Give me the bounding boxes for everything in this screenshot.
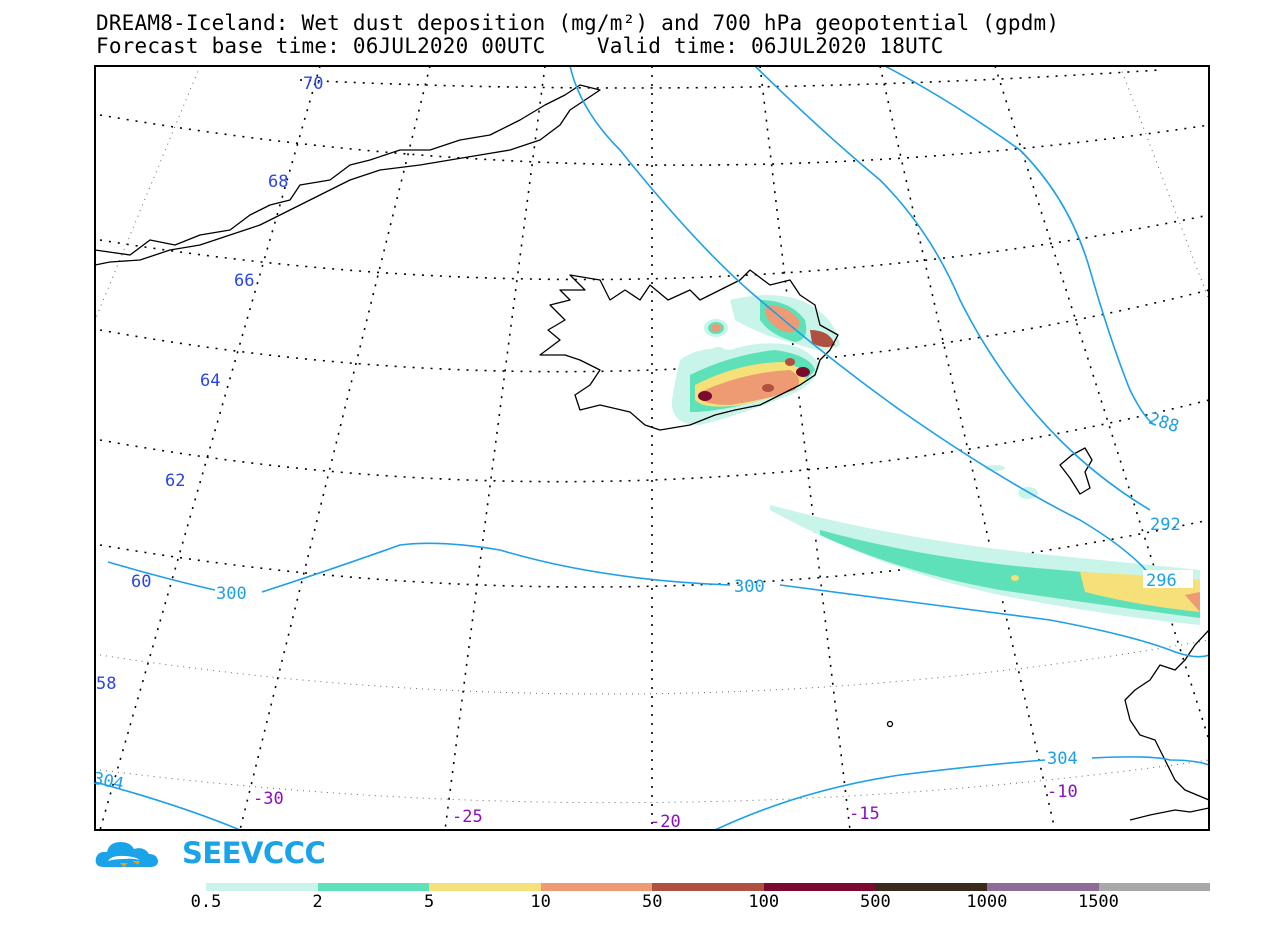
map-frame — [94, 65, 1210, 831]
seevccc-logo — [95, 842, 158, 867]
latitude-lines — [99, 69, 1209, 804]
legend-label: 1500 — [1077, 892, 1119, 912]
legend-swatch — [875, 883, 987, 891]
lat-label: 60 — [131, 572, 151, 592]
contour-label: 292 — [1150, 515, 1181, 535]
lon-label: -15 — [849, 804, 880, 824]
legend-label: 50 — [641, 892, 663, 912]
legend-swatch — [317, 883, 430, 891]
legend-swatch — [763, 883, 876, 891]
lon-label: -30 — [253, 789, 284, 809]
legend-swatch — [206, 883, 318, 891]
longitude-labels: -30 -25 -20 -15 -10 — [253, 782, 1078, 832]
contour-label: 296 — [1146, 571, 1177, 591]
coastline — [95, 84, 1209, 821]
legend-swatch — [1098, 883, 1211, 891]
lon-label: -10 — [1047, 782, 1078, 802]
lat-label: 70 — [303, 74, 323, 94]
lat-label: 64 — [200, 371, 220, 391]
legend-label: 5 — [423, 892, 435, 912]
legend-label: 100 — [748, 892, 780, 912]
legend-labels: 0.5 2 5 10 50 100 500 1000 1500 — [0, 892, 1276, 914]
lon-label: -20 — [650, 812, 681, 832]
legend-label: 2 — [312, 892, 323, 912]
map-title: DREAM8-Iceland: Wet dust deposition (mg/… — [96, 11, 1060, 35]
map-area — [95, 66, 1209, 830]
contour-label: 304 — [1047, 749, 1078, 769]
contour-label: 300 — [216, 584, 247, 604]
legend-label: 10 — [530, 892, 551, 912]
latitude-labels: 70 68 66 64 62 60 58 — [96, 74, 323, 694]
longitude-lines — [95, 66, 1209, 830]
legend-swatch — [652, 883, 764, 891]
contour-label: 288 — [1146, 409, 1181, 438]
legend-swatch — [540, 883, 653, 891]
legend-label: 0.5 — [190, 892, 222, 912]
legend-label: 1000 — [966, 892, 1008, 912]
contour-label: 300 — [734, 577, 765, 597]
color-legend — [206, 883, 1211, 891]
lon-label: -25 — [452, 807, 483, 827]
legend-swatch — [429, 883, 541, 891]
map-subtitle: Forecast base time: 06JUL2020 00UTC Vali… — [96, 34, 944, 58]
dust-deposition-field — [671, 295, 1200, 625]
legend-label: 500 — [859, 892, 891, 912]
lat-label: 68 — [268, 172, 288, 192]
lat-label: 66 — [234, 271, 254, 291]
seevccc-logo-text: SEEVCCC — [182, 836, 326, 870]
contour-labels: 288 292 296 300 300 304 304 — [91, 409, 1193, 795]
contour-label: 304 — [91, 769, 125, 795]
geopotential-contours — [95, 66, 1209, 830]
lat-label: 58 — [96, 674, 116, 694]
lat-label: 62 — [165, 471, 185, 491]
legend-swatch — [986, 883, 1099, 891]
